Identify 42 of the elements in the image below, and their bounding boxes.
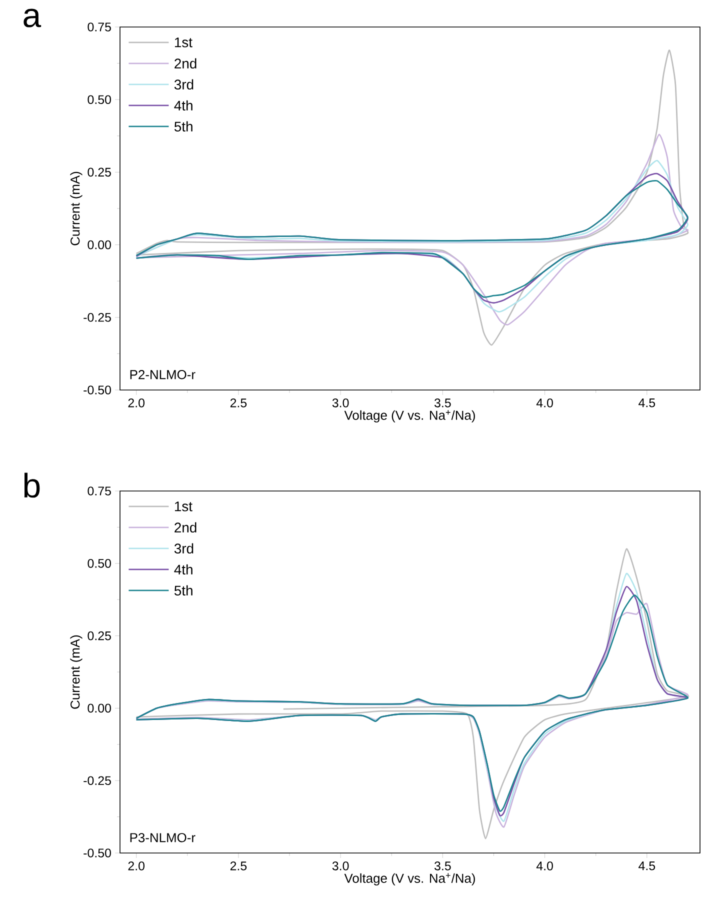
x-tick-label: 4.5 <box>638 862 656 870</box>
chart-title: a <box>24 8 42 28</box>
chart-title: b <box>24 472 40 498</box>
legend-label: 4th <box>174 100 192 111</box>
x-tick-label: 2.5 <box>230 862 247 870</box>
y-axis-title: Current (mA) <box>70 635 82 709</box>
x-tick-label: 2.0 <box>128 862 145 870</box>
y-tick-label: 0.00 <box>88 240 111 250</box>
legend-label: 3rd <box>174 543 194 554</box>
x-tick-label: 2.5 <box>230 398 247 408</box>
annotation: P3-NLMO-r <box>130 833 196 842</box>
x-tick-label: 3.0 <box>332 862 349 870</box>
x-tick-label: 2.0 <box>128 398 145 408</box>
y-tick-label: -0.25 <box>84 776 111 786</box>
x-tick-label: 4.0 <box>536 398 553 408</box>
y-tick-label: 0.25 <box>88 631 111 640</box>
y-tick-label: -0.50 <box>84 386 111 394</box>
legend-label: 1st <box>174 502 192 512</box>
y-tick-label: -0.50 <box>84 848 111 858</box>
y-tick-label: 0.50 <box>88 95 111 104</box>
x-tick-label: 3.5 <box>434 398 451 408</box>
legend-label: 1st <box>174 38 192 48</box>
legend-label: 4th <box>174 564 192 575</box>
x-axis-title: Voltage (V vs. Na$^{+}$/Na) <box>344 873 475 886</box>
y-tick-label: 0.50 <box>88 559 111 568</box>
y-tick-label: 0.75 <box>88 486 111 496</box>
y-tick-label: 0.00 <box>88 704 111 713</box>
x-tick-label: 4.5 <box>638 398 656 408</box>
x-tick-label: 3.5 <box>434 862 451 870</box>
y-tick-label: 0.25 <box>88 168 111 177</box>
x-tick-label: 4.0 <box>536 862 553 870</box>
legend-label: 3rd <box>174 79 194 90</box>
y-tick-label: -0.25 <box>84 312 111 322</box>
legend-label: 5th <box>174 121 192 132</box>
legend-label: 5th <box>174 585 192 596</box>
x-tick-label: 3.0 <box>332 398 349 408</box>
legend-label: 2nd <box>174 522 196 533</box>
x-axis-title: Voltage (V vs. Na$^{+}$/Na) <box>344 410 475 422</box>
y-tick-label: 0.75 <box>88 22 111 32</box>
legend-label: 2nd <box>174 58 196 69</box>
y-axis-title: Current (mA) <box>70 172 82 246</box>
annotation: P2-NLMO-r <box>130 370 196 380</box>
